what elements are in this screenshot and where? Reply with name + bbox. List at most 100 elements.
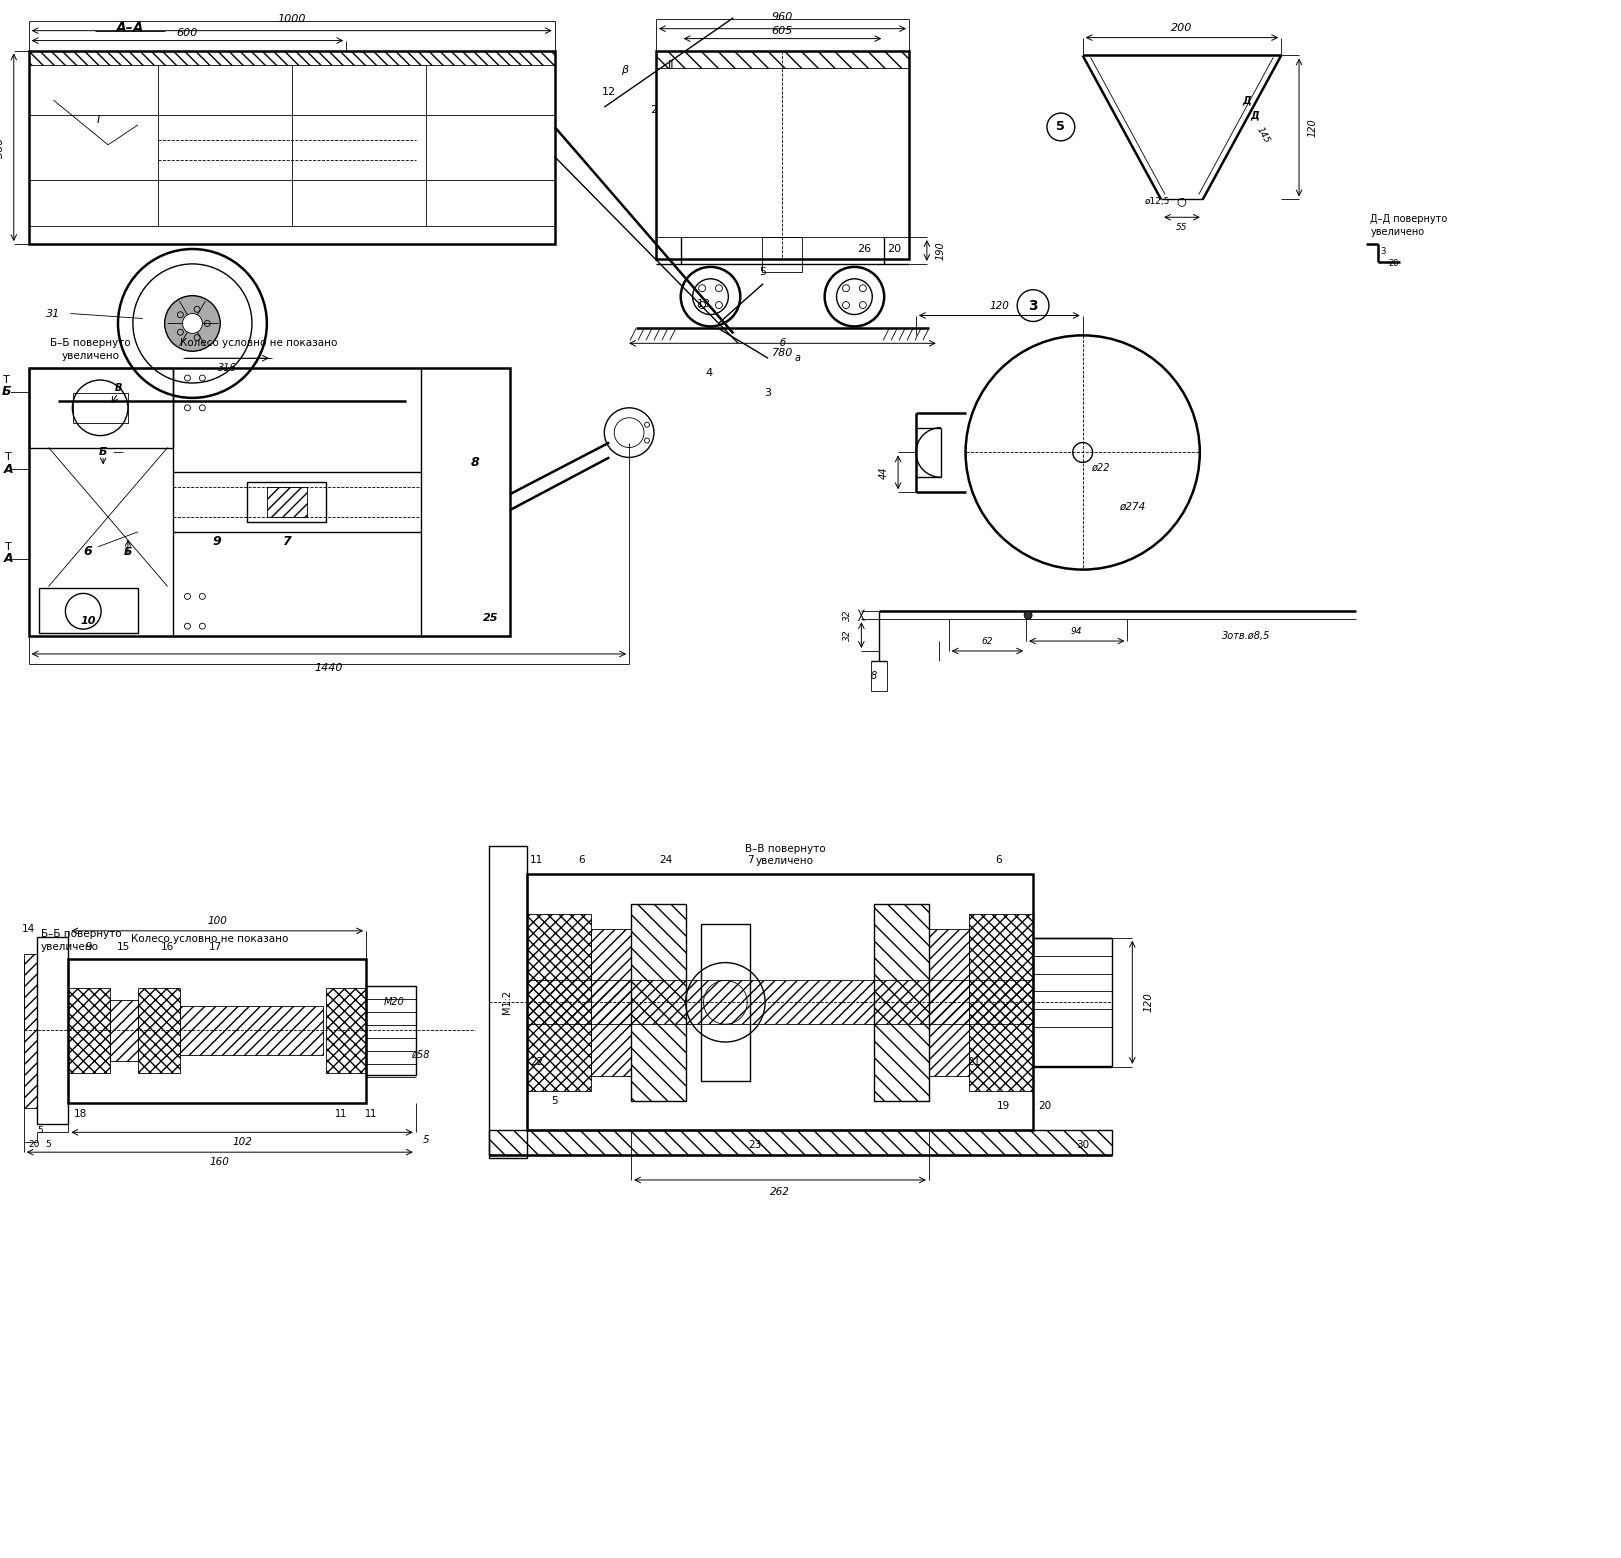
Bar	[68, 958, 366, 1103]
Circle shape	[165, 296, 220, 351]
Bar	[68, 988, 110, 1073]
Text: ø58: ø58	[412, 1050, 430, 1059]
Bar	[527, 874, 1033, 1131]
Text: 3: 3	[1028, 299, 1037, 313]
Bar	[700, 924, 751, 1081]
Text: 316: 316	[217, 363, 237, 372]
Text: 5: 5	[1057, 120, 1065, 134]
Text: 5: 5	[37, 1126, 44, 1134]
Text: 605: 605	[772, 25, 793, 36]
Text: В–В повернуто: В–В повернуто	[744, 844, 825, 854]
Text: ø22: ø22	[1091, 463, 1110, 472]
Text: 25: 25	[483, 614, 498, 623]
Text: 55: 55	[1177, 223, 1188, 232]
Text: 7: 7	[282, 536, 292, 548]
Text: M20: M20	[384, 997, 404, 1008]
Bar	[246, 483, 326, 522]
Text: а: а	[794, 354, 801, 363]
Bar	[326, 988, 366, 1073]
Text: 780: 780	[772, 349, 793, 358]
Text: 3: 3	[1381, 248, 1386, 257]
Text: A: A	[3, 463, 13, 475]
Text: 23: 23	[749, 1140, 762, 1150]
Circle shape	[183, 313, 203, 333]
Text: 200: 200	[1172, 23, 1193, 33]
Text: 360: 360	[0, 137, 5, 157]
Text: 100: 100	[207, 916, 227, 925]
Text: 5: 5	[45, 1140, 52, 1148]
Text: 15: 15	[117, 941, 130, 952]
Text: 20: 20	[1039, 1100, 1052, 1111]
Bar	[110, 1000, 138, 1061]
Text: 1440: 1440	[314, 662, 344, 673]
Text: 17: 17	[209, 941, 222, 952]
Text: Б–Б повернуто: Б–Б повернуто	[41, 929, 122, 939]
Text: 5: 5	[551, 1095, 558, 1106]
Text: 5: 5	[423, 1136, 430, 1145]
Bar	[968, 915, 1033, 1091]
Bar	[24, 953, 37, 1108]
Text: β: β	[621, 65, 627, 75]
Bar	[180, 1006, 324, 1055]
Text: 600: 600	[177, 28, 198, 37]
Bar	[1033, 938, 1112, 1066]
Text: Д–Д повернуто: Д–Д повернуто	[1370, 215, 1448, 224]
Text: 262: 262	[770, 1187, 789, 1197]
Text: 94: 94	[1071, 626, 1083, 636]
Text: 4: 4	[705, 368, 712, 379]
Text: T: T	[5, 452, 13, 463]
Bar	[490, 1131, 1112, 1154]
Text: 10: 10	[81, 617, 96, 626]
Text: 120: 120	[1308, 118, 1318, 137]
Text: 9: 9	[212, 536, 222, 548]
Text: увеличено: увеличено	[41, 941, 99, 952]
Text: 20: 20	[1388, 259, 1399, 268]
Text: 19: 19	[997, 1100, 1010, 1111]
Bar	[37, 936, 68, 1125]
Text: M1:2: M1:2	[503, 991, 512, 1014]
Text: 20: 20	[887, 245, 901, 254]
Bar	[527, 915, 592, 1091]
Text: Колесо условно не показано: Колесо условно не показано	[180, 338, 337, 349]
Bar	[762, 237, 802, 271]
Text: 5: 5	[760, 266, 767, 277]
Text: 20: 20	[28, 1140, 39, 1148]
Text: б: б	[780, 338, 786, 349]
Bar	[929, 929, 968, 1075]
Text: 960: 960	[772, 12, 793, 22]
Bar	[39, 589, 138, 633]
Text: 11: 11	[530, 855, 543, 865]
Bar	[29, 368, 172, 447]
Text: 3: 3	[765, 388, 772, 397]
Text: Д: Д	[1250, 111, 1258, 120]
Text: А–А: А–А	[115, 20, 144, 34]
Text: 16: 16	[160, 941, 173, 952]
Text: 18: 18	[73, 1109, 88, 1120]
Circle shape	[1024, 611, 1033, 619]
Text: 6: 6	[579, 855, 585, 865]
Bar	[29, 368, 511, 636]
Text: 26: 26	[858, 245, 872, 254]
Bar	[267, 488, 306, 517]
Text: 31: 31	[47, 308, 60, 318]
Text: 145: 145	[1255, 125, 1271, 145]
Text: 30: 30	[1076, 1140, 1089, 1150]
Bar	[631, 904, 686, 1100]
Bar	[592, 929, 631, 1075]
Text: ø274: ø274	[1118, 502, 1146, 513]
Text: 120: 120	[989, 301, 1010, 310]
Bar	[657, 50, 909, 259]
Text: 102: 102	[232, 1137, 251, 1147]
Text: 62: 62	[982, 637, 994, 645]
Text: 6: 6	[995, 855, 1002, 865]
Text: 6: 6	[84, 545, 92, 558]
Text: 32: 32	[843, 609, 853, 622]
Text: Б: Б	[99, 447, 107, 458]
Text: 22: 22	[530, 1056, 543, 1067]
Bar	[527, 980, 1033, 1024]
Text: 11: 11	[365, 1109, 378, 1120]
Text: В: В	[115, 383, 122, 393]
Text: 9: 9	[84, 941, 91, 952]
Bar	[73, 393, 128, 422]
Bar	[138, 988, 180, 1073]
